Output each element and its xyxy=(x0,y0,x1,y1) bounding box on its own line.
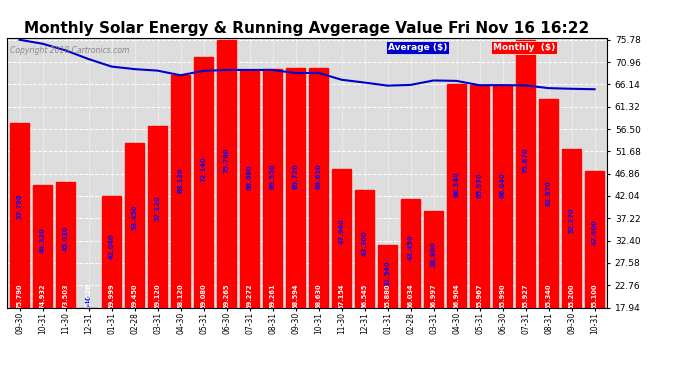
Text: 71.626: 71.626 xyxy=(86,283,92,309)
Text: 73.503: 73.503 xyxy=(63,283,68,309)
Text: 69.610: 69.610 xyxy=(315,163,322,189)
Text: 69.080: 69.080 xyxy=(246,165,253,190)
Text: 66.997: 66.997 xyxy=(431,283,437,309)
Text: 75.790: 75.790 xyxy=(17,283,23,309)
Text: 69.450: 69.450 xyxy=(132,283,137,309)
Text: 65.970: 65.970 xyxy=(477,172,482,198)
Bar xyxy=(515,40,535,308)
Bar xyxy=(424,211,443,308)
Text: 68.594: 68.594 xyxy=(293,283,299,309)
Text: 57.790: 57.790 xyxy=(17,194,23,219)
Text: 65.990: 65.990 xyxy=(500,283,506,309)
Text: 66.340: 66.340 xyxy=(453,171,460,197)
Bar xyxy=(447,84,466,308)
Text: 65.340: 65.340 xyxy=(546,283,551,309)
Bar xyxy=(470,85,489,308)
Bar xyxy=(33,185,52,308)
Text: 65.200: 65.200 xyxy=(569,283,575,309)
Bar xyxy=(308,68,328,308)
Text: 69.272: 69.272 xyxy=(246,283,253,309)
Text: 66.040: 66.040 xyxy=(500,172,506,198)
Text: 69.999: 69.999 xyxy=(108,283,115,309)
Text: 42.040: 42.040 xyxy=(108,233,115,259)
Bar xyxy=(263,69,282,308)
Bar xyxy=(171,75,190,308)
Text: 62.970: 62.970 xyxy=(546,180,551,206)
Bar xyxy=(493,85,512,308)
Text: 47.940: 47.940 xyxy=(339,218,344,244)
Text: Monthly  ($): Monthly ($) xyxy=(493,43,555,52)
Text: 69.265: 69.265 xyxy=(224,283,230,309)
Text: 65.100: 65.100 xyxy=(591,283,598,309)
Text: 66.904: 66.904 xyxy=(453,283,460,309)
Text: 65.967: 65.967 xyxy=(477,283,482,309)
Text: 75.780: 75.780 xyxy=(224,147,230,173)
Text: 69.080: 69.080 xyxy=(201,283,206,309)
Text: 67.154: 67.154 xyxy=(339,283,344,309)
Text: 68.120: 68.120 xyxy=(177,283,184,309)
Bar xyxy=(102,196,121,308)
Bar xyxy=(355,190,374,308)
Title: Monthly Solar Energy & Running Avgerage Value Fri Nov 16 16:22: Monthly Solar Energy & Running Avgerage … xyxy=(24,21,590,36)
Text: 45.030: 45.030 xyxy=(63,226,68,251)
Bar xyxy=(585,171,604,308)
Bar xyxy=(56,182,75,308)
Bar xyxy=(562,148,581,308)
Text: 69.120: 69.120 xyxy=(155,283,161,309)
Text: 57.120: 57.120 xyxy=(155,195,161,220)
Text: 41.450: 41.450 xyxy=(408,235,413,260)
Text: 66.545: 66.545 xyxy=(362,283,368,309)
Text: 17.940: 17.940 xyxy=(86,295,92,320)
Bar xyxy=(10,123,29,308)
Bar xyxy=(125,143,144,308)
Text: 74.932: 74.932 xyxy=(39,283,46,309)
Text: 65.927: 65.927 xyxy=(522,283,529,309)
Bar xyxy=(240,71,259,308)
Text: 68.630: 68.630 xyxy=(315,283,322,309)
Text: 53.450: 53.450 xyxy=(132,204,137,230)
Text: 65.880: 65.880 xyxy=(384,283,391,309)
Text: 69.720: 69.720 xyxy=(293,163,299,189)
Bar xyxy=(286,68,305,308)
Text: Average ($): Average ($) xyxy=(388,43,448,52)
Text: 44.320: 44.320 xyxy=(39,228,46,253)
Text: 75.670: 75.670 xyxy=(522,148,529,173)
Text: 68.120: 68.120 xyxy=(177,167,184,193)
Text: 47.400: 47.400 xyxy=(591,220,598,245)
Text: 43.300: 43.300 xyxy=(362,230,368,256)
Text: 38.800: 38.800 xyxy=(431,242,437,267)
Text: 52.270: 52.270 xyxy=(569,207,575,233)
Bar xyxy=(539,99,558,308)
Text: Copyright 2018 Cartronics.com: Copyright 2018 Cartronics.com xyxy=(10,46,129,55)
Text: 66.034: 66.034 xyxy=(408,283,413,309)
Text: 69.261: 69.261 xyxy=(270,283,275,309)
Text: 72.140: 72.140 xyxy=(201,157,206,182)
Text: 69.550: 69.550 xyxy=(270,164,275,189)
Bar xyxy=(401,199,420,308)
Bar xyxy=(217,40,236,308)
Bar xyxy=(194,57,213,308)
Bar xyxy=(148,126,167,308)
Bar xyxy=(332,169,351,308)
Text: 31.540: 31.540 xyxy=(384,260,391,286)
Bar xyxy=(378,244,397,308)
